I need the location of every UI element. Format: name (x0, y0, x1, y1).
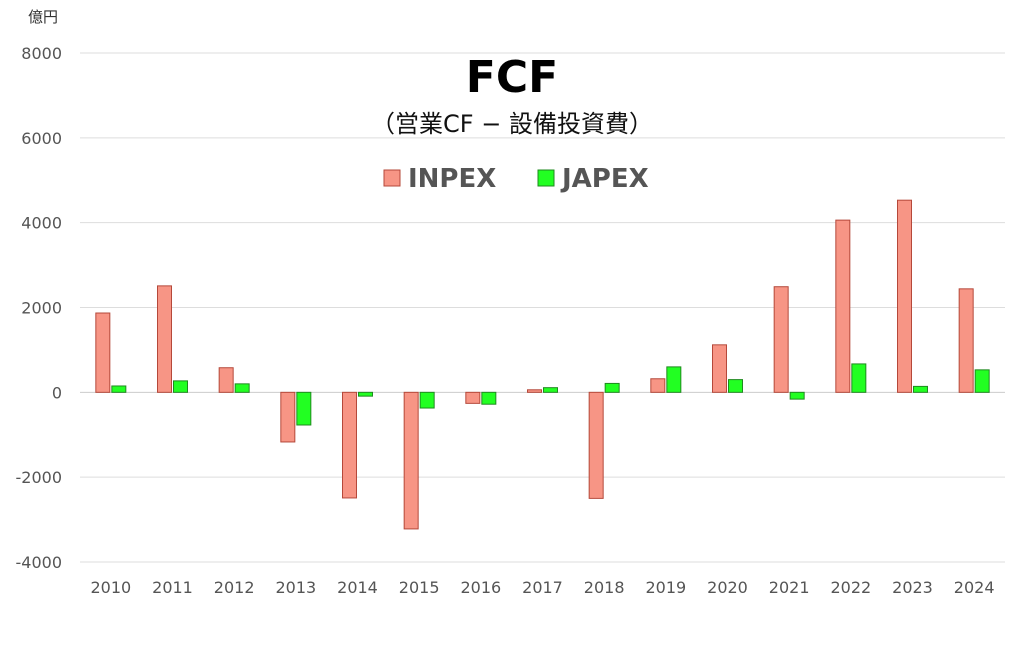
bar-japex-2024 (974, 369, 990, 393)
bar-japex-2017 (543, 387, 558, 393)
bar-japex-2010 (111, 385, 127, 393)
x-tick-label: 2022 (830, 578, 871, 597)
x-tick-label: 2011 (152, 578, 193, 597)
bar-inpex-2015 (403, 391, 419, 530)
y-tick-label: 8000 (21, 44, 62, 63)
bar-inpex-2018 (588, 391, 604, 499)
bar-inpex-2021 (773, 286, 789, 393)
bar-japex-2011 (173, 380, 188, 393)
unit-label: 億円 (28, 8, 58, 26)
legend-label-japex: JAPEX (560, 164, 649, 194)
legend-swatch-japex (537, 169, 555, 187)
grid-lines (80, 52, 1005, 563)
bar-inpex-2020 (712, 344, 727, 393)
x-tick-label: 2020 (707, 578, 748, 597)
bars (95, 199, 990, 530)
bar-japex-2023 (913, 385, 928, 393)
x-tick-label: 2014 (337, 578, 378, 597)
bar-inpex-2014 (342, 391, 357, 499)
bar-inpex-2022 (835, 219, 851, 393)
legend: INPEX JAPEX (383, 164, 649, 194)
bar-japex-2022 (851, 363, 867, 393)
bar-japex-2018 (604, 382, 620, 393)
y-tick-label: 4000 (21, 214, 62, 233)
bar-inpex-2023 (897, 199, 912, 393)
y-tick-label: 2000 (21, 299, 62, 318)
bar-japex-2016 (481, 391, 497, 405)
bar-japex-2014 (358, 391, 373, 397)
x-tick-label: 2021 (769, 578, 810, 597)
bar-japex-2021 (789, 391, 805, 400)
legend-swatch-inpex (383, 169, 401, 187)
bar-japex-2020 (728, 379, 743, 393)
bar-inpex-2017 (527, 389, 542, 393)
bar-japex-2019 (666, 366, 682, 393)
bar-japex-2012 (234, 383, 250, 393)
y-tick-label: -4000 (16, 553, 63, 572)
y-axis-ticks: -4000 -2000 0 2000 4000 6000 8000 (16, 44, 63, 572)
y-tick-label: 6000 (21, 129, 62, 148)
x-tick-label: 2019 (645, 578, 686, 597)
x-tick-label: 2010 (90, 578, 131, 597)
bar-inpex-2019 (650, 378, 666, 393)
x-tick-label: 2012 (214, 578, 255, 597)
x-tick-label: 2017 (522, 578, 563, 597)
bar-inpex-2013 (280, 391, 296, 443)
x-tick-label: 2023 (892, 578, 933, 597)
bar-inpex-2012 (218, 367, 234, 393)
bar-inpex-2024 (958, 288, 974, 393)
bar-inpex-2011 (157, 285, 172, 393)
bar-japex-2013 (296, 391, 312, 426)
y-tick-label: 0 (52, 383, 62, 402)
chart-subtitle: （営業CF − 設備投資費） (371, 110, 653, 138)
bar-inpex-2016 (465, 391, 481, 404)
x-tick-label: 2015 (399, 578, 440, 597)
x-axis-ticks: 2010 2011 2012 2013 2014 2015 2016 2017 2018 2019… (90, 578, 994, 597)
bar-japex-2015 (419, 391, 435, 409)
legend-label-inpex: INPEX (408, 164, 496, 194)
y-tick-label: -2000 (16, 468, 63, 487)
x-tick-label: 2013 (275, 578, 316, 597)
x-tick-label: 2016 (460, 578, 501, 597)
x-tick-label: 2018 (584, 578, 625, 597)
bar-inpex-2010 (95, 312, 111, 393)
chart-title: FCF (466, 52, 558, 103)
x-tick-label: 2024 (954, 578, 995, 597)
